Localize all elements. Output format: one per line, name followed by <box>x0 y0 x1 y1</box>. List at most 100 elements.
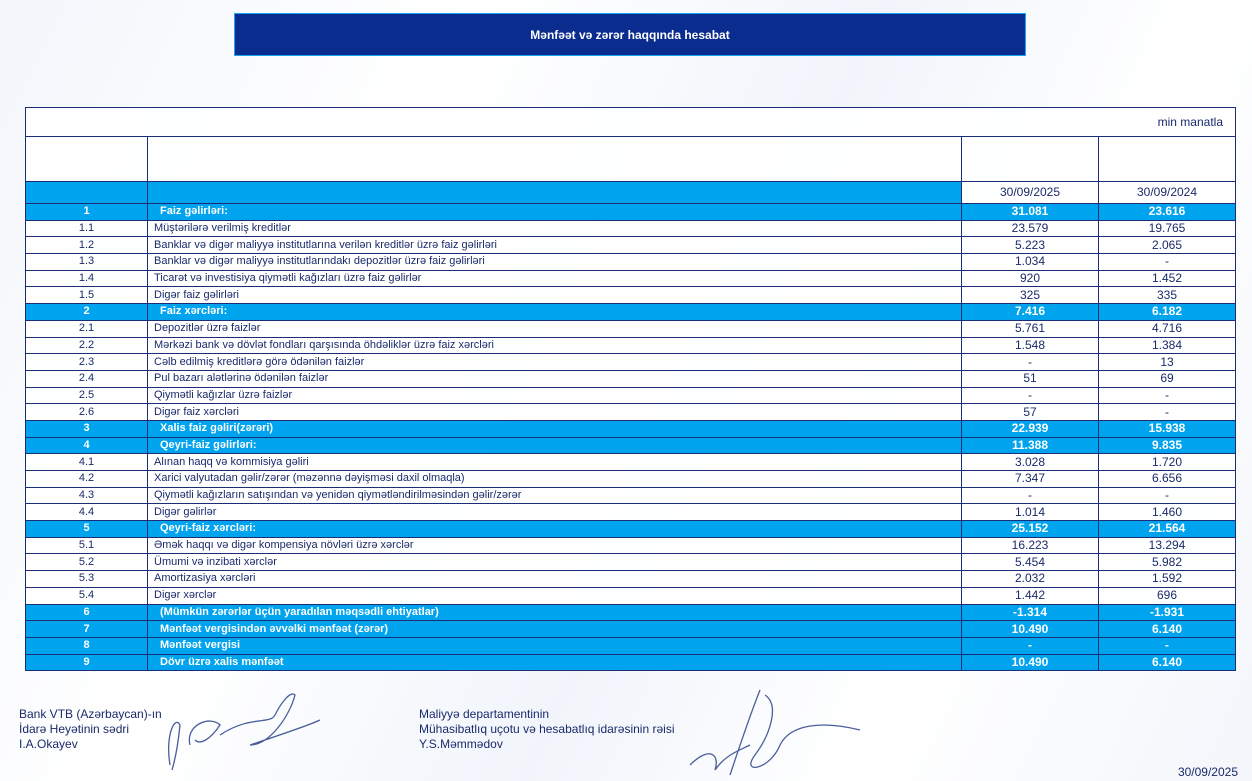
row-number: 1.3 <box>25 253 148 271</box>
signature-mammadov-image <box>689 689 861 776</box>
table-row: 1.4 Ticarət və investisiya qiymətli kağız… <box>25 269 1236 288</box>
row-current-value: - <box>961 636 1099 655</box>
row-number: 2.6 <box>25 403 148 421</box>
row-previous-value: 13 <box>1098 353 1236 371</box>
row-previous-value: 1.592 <box>1098 570 1236 588</box>
row-number: 1.2 <box>25 236 148 255</box>
row-previous-value: 23.616 <box>1098 203 1236 221</box>
signature-right-line: Mühasibatlıq uçotu və hesabatlıq idarəsi… <box>419 722 675 736</box>
report-title: Mənfəət və zərər haqqında hesabat <box>234 13 1026 56</box>
row-label: Digər faiz gəlirləri <box>147 286 962 305</box>
row-number: 1.4 <box>25 269 148 288</box>
row-previous-value: 696 <box>1098 586 1236 605</box>
row-current-value: 1.034 <box>961 253 1099 271</box>
row-label: Banklar və digər maliyyə institutlarında… <box>147 253 962 271</box>
table-row: 1.1 Müştərilərə verilmiş kreditlər 23.579 1… <box>25 219 1236 238</box>
row-label: Cəlb edilmiş kreditlərə görə ödənilən fa… <box>147 353 962 371</box>
row-number: 5.3 <box>25 570 148 588</box>
header-current: Cari dövr <box>961 136 1099 182</box>
table-row: 5.3 Amortizasiya xərcləri 2.032 1.592 <box>25 570 1236 588</box>
row-label: Xalis faiz gəliri(zərəri) <box>147 419 962 438</box>
signature-left-line: İdarə Heyətinin sədri <box>19 722 130 736</box>
row-number: 5.4 <box>25 586 148 605</box>
row-current-value: 11.388 <box>961 436 1099 455</box>
row-label: Digər gəlirlər <box>147 503 962 522</box>
table-row: 4.3 Qiymətli kağızların satışından və yen… <box>25 486 1236 505</box>
row-label: Əmək haqqı və digər kompensiya növləri ü… <box>147 536 962 555</box>
row-current-value: 325 <box>961 286 1099 305</box>
row-label: Digər xərclər <box>147 586 962 605</box>
table-row: 5 Qeyri-faiz xərcləri: 25.152 21.564 <box>25 520 1236 538</box>
table-row: 2 Faiz xərcləri: 7.416 6.182 <box>25 303 1236 321</box>
row-previous-value: - <box>1098 403 1236 421</box>
row-previous-value: 6.656 <box>1098 470 1236 488</box>
row-number: 4.4 <box>25 503 148 522</box>
row-previous-value: 4.716 <box>1098 319 1236 338</box>
row-number: 4.2 <box>25 470 148 488</box>
row-number: 3 <box>25 419 148 438</box>
row-label: Pul bazarı alətlərinə ödənilən faizlər <box>147 369 962 388</box>
row-number: 1 <box>25 203 148 221</box>
row-current-value: 57 <box>961 403 1099 421</box>
row-previous-value: 6.182 <box>1098 303 1236 321</box>
row-current-value: 31.081 <box>961 203 1099 221</box>
row-number: 5.1 <box>25 536 148 555</box>
signature-right-line: Maliyyə departamentinin <box>419 707 550 721</box>
row-label: Mənfəət vergisi <box>147 636 962 655</box>
row-current-value: 1.548 <box>961 336 1099 355</box>
row-previous-value: 1.384 <box>1098 336 1236 355</box>
row-number: 4.3 <box>25 486 148 505</box>
table-row: 3 Xalis faiz gəliri(zərəri) 22.939 15.938 <box>25 419 1236 438</box>
header-previous: Keçən ilin müvafiq dövrü <box>1098 136 1236 182</box>
table-row: 2.5 Qiymətli kağızlar üzrə faizlər - - <box>25 386 1236 405</box>
row-previous-value: - <box>1098 253 1236 271</box>
row-number: 1.1 <box>25 219 148 238</box>
row-number: 8 <box>25 636 148 655</box>
row-label: Ticarət və investisiya qiymətli kağızlar… <box>147 269 962 288</box>
signature-left-name: I.A.Okayev <box>19 737 78 751</box>
row-previous-value: 21.564 <box>1098 520 1236 538</box>
signature-left: Bank VTB (Azərbaycan)-ın İdarə Heyətinin… <box>19 707 162 752</box>
row-current-value: 16.223 <box>961 536 1099 555</box>
table-row: 5.4 Digər xərclər 1.442 696 <box>25 586 1236 605</box>
row-label: Mərkəzi bank və dövlət fondları qarşısın… <box>147 336 962 355</box>
table-row: 4.1 Alınan haqq və kommisiya gəliri 3.028 1… <box>25 453 1236 471</box>
row-previous-value: 1.720 <box>1098 453 1236 471</box>
row-number: 1.5 <box>25 286 148 305</box>
row-label: Alınan haqq və kommisiya gəliri <box>147 453 962 471</box>
row-label: Qeyri-faiz gəlirləri: <box>147 436 962 455</box>
row-label: Faiz xərcləri: <box>147 303 962 321</box>
row-number: 2.5 <box>25 386 148 405</box>
row-current-value: 7.347 <box>961 470 1099 488</box>
row-current-value: 51 <box>961 369 1099 388</box>
table-row: 7 Mənfəət vergisindən əvvəlki mənfəət (zə… <box>25 620 1236 638</box>
row-current-value: 5.454 <box>961 553 1099 572</box>
row-previous-value: 69 <box>1098 369 1236 388</box>
table-row: 2.2 Mərkəzi bank və dövlət fondları qarşı… <box>25 336 1236 355</box>
row-current-value: - <box>961 386 1099 405</box>
row-number: 7 <box>25 620 148 638</box>
row-number: 6 <box>25 603 148 622</box>
header-label <box>147 136 962 182</box>
table-row: 8 Mənfəət vergisi - - <box>25 636 1236 655</box>
row-number: 2.3 <box>25 353 148 371</box>
row-previous-value: 335 <box>1098 286 1236 305</box>
signature-okayev-image <box>168 693 321 771</box>
signature-left-line: Bank VTB (Azərbaycan)-ın <box>19 707 162 721</box>
row-previous-value: 13.294 <box>1098 536 1236 555</box>
current-date: 30/09/2025 <box>961 181 1099 204</box>
signature-right-name: Y.S.Məmmədov <box>419 737 503 751</box>
table-row: 9 Dövr üzrə xalis mənfəət 10.490 6.140 <box>25 653 1236 672</box>
row-label: Faiz gəlirləri: <box>147 203 962 221</box>
table-row: 1.2 Banklar və digər maliyyə institutları… <box>25 236 1236 255</box>
row-previous-value: -1.931 <box>1098 603 1236 622</box>
row-current-value: 7.416 <box>961 303 1099 321</box>
income-statement-table: min manatla Cari dövr Keçən ilin müvafiq… <box>25 107 1236 672</box>
signature-right: Maliyyə departamentinin Mühasibatlıq uço… <box>419 707 674 752</box>
row-label: Amortizasiya xərcləri <box>147 570 962 588</box>
row-number: 5.2 <box>25 553 148 572</box>
row-current-value: 10.490 <box>961 620 1099 638</box>
row-label: Xarici valyutadan gəlir/zərər (məzənnə d… <box>147 470 962 488</box>
unit-label: min manatla <box>25 107 1236 137</box>
row-current-value: 5.223 <box>961 236 1099 255</box>
